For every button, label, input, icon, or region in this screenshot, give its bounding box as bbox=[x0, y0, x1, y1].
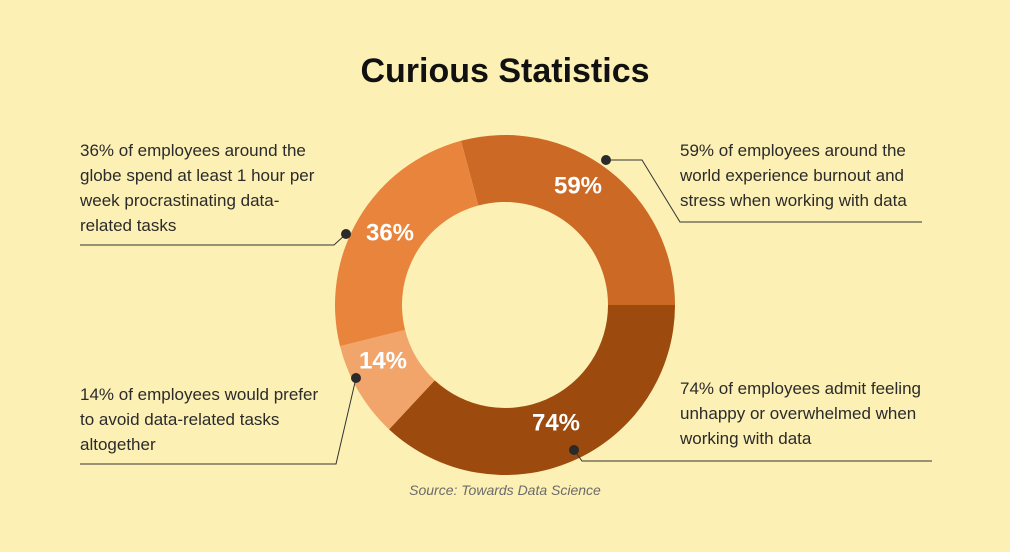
leader-line-14 bbox=[80, 377, 357, 465]
chart-title: Curious Statistics bbox=[360, 52, 650, 90]
leader-dot-74 bbox=[569, 445, 579, 455]
slice-label-14: 14% bbox=[359, 347, 407, 374]
slice-label-59: 59% bbox=[554, 172, 602, 199]
donut-slice-36 bbox=[335, 140, 479, 347]
slice-label-74: 74% bbox=[532, 409, 580, 436]
annotation-36: 36% of employees around the globe spend … bbox=[80, 141, 315, 235]
leader-dot-59 bbox=[601, 155, 611, 165]
annotation-59: 59% of employees around the world experi… bbox=[680, 141, 907, 210]
leader-dot-36 bbox=[341, 229, 351, 239]
donut-slice-74 bbox=[389, 305, 675, 475]
leader-line-59 bbox=[606, 159, 922, 223]
annotation-14: 14% of employees would prefer to avoid d… bbox=[80, 385, 319, 454]
leader-dot-14 bbox=[351, 373, 361, 383]
leader-line-36 bbox=[80, 233, 347, 246]
slice-label-36: 36% bbox=[366, 219, 414, 246]
annotation-74: 74% of employees admit feeling unhappy o… bbox=[680, 379, 921, 448]
donut-slice-14 bbox=[340, 329, 435, 430]
donut-slice-59 bbox=[461, 135, 675, 305]
source-note: Source: Towards Data Science bbox=[409, 482, 601, 498]
leader-line-74 bbox=[573, 449, 932, 462]
